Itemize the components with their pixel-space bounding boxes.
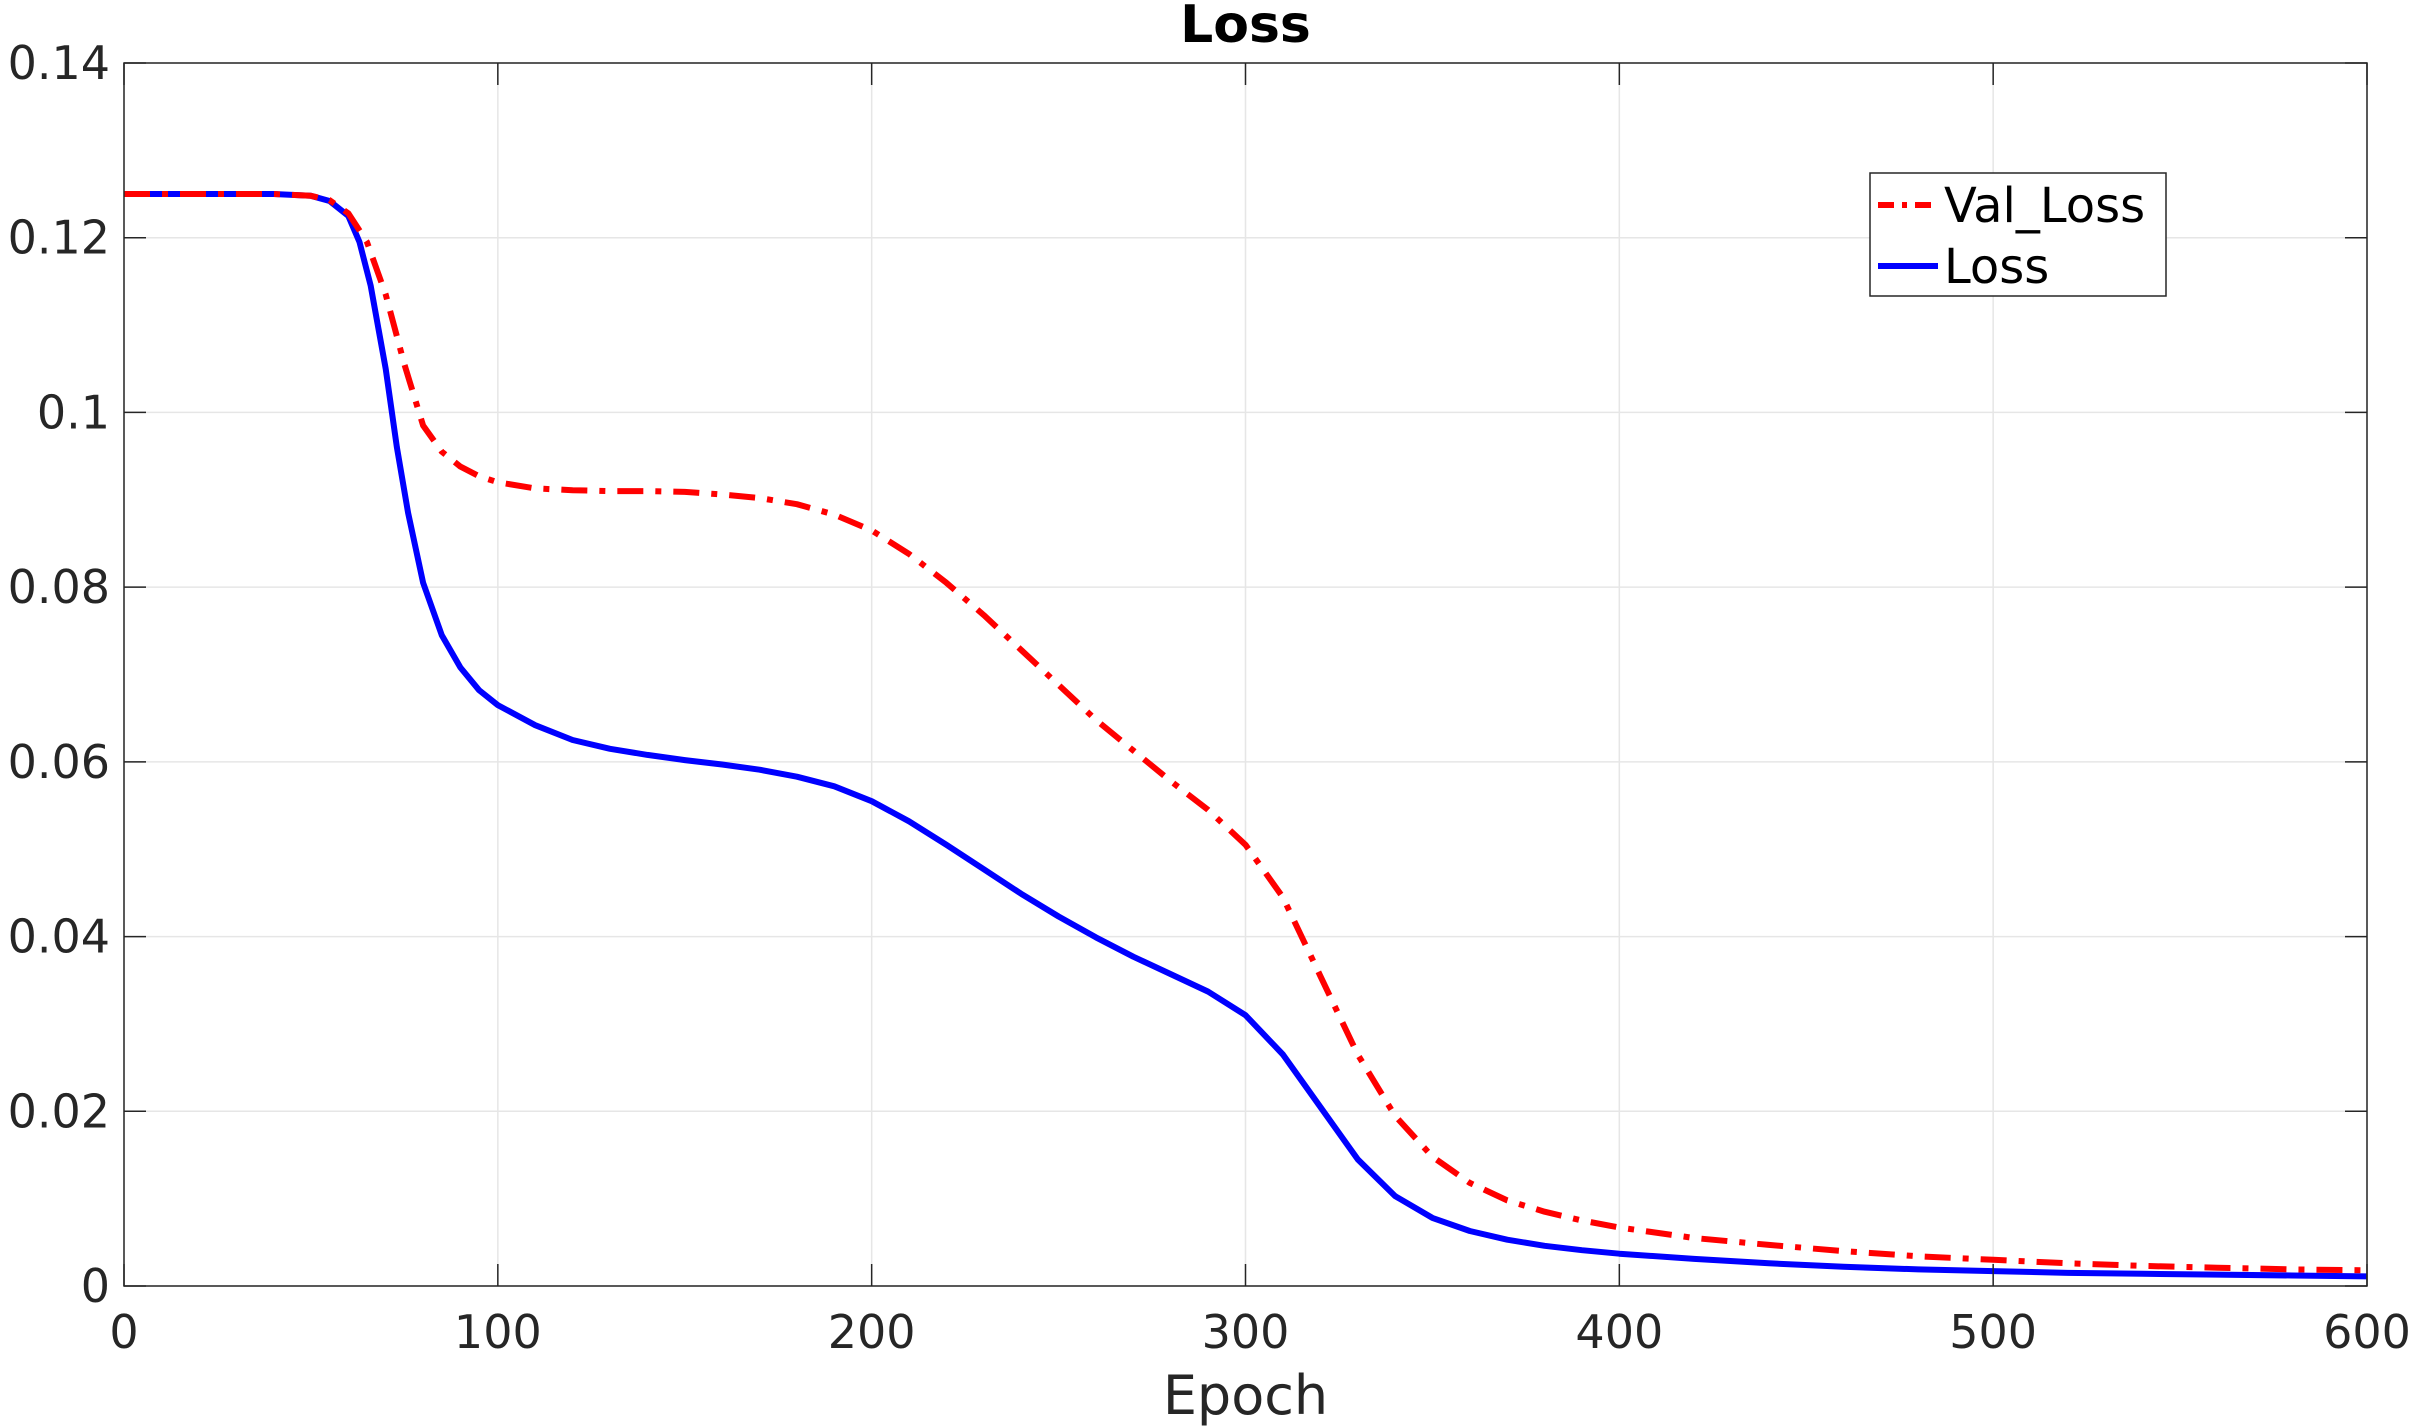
x-tick-label: 400 xyxy=(1575,1305,1663,1359)
y-tick-label: 0.08 xyxy=(8,560,110,614)
y-tick-label: 0.1 xyxy=(37,385,110,439)
x-tick-label: 100 xyxy=(454,1305,542,1359)
tick-marks xyxy=(123,62,2368,1287)
y-tick-label: 0.02 xyxy=(8,1084,110,1138)
x-tick-label: 300 xyxy=(1202,1305,1290,1359)
y-tick-label: 0.14 xyxy=(8,36,110,90)
y-tick-label: 0.06 xyxy=(8,735,110,789)
legend-label: Val_Loss xyxy=(1944,178,2145,234)
x-tick-label: 500 xyxy=(1949,1305,2037,1359)
legend-label: Loss xyxy=(1944,239,2049,295)
series-layer xyxy=(124,191,2368,1280)
y-tick-label: 0.04 xyxy=(8,910,110,964)
chart-title: Loss xyxy=(1180,0,1311,55)
tick-labels: 0 100 200 300 400 500 600 0 0.02 0.04 0.06 0.08 0.1 0… xyxy=(8,36,2411,1359)
y-tick-label: 0.12 xyxy=(8,211,110,265)
x-tick-label: 200 xyxy=(828,1305,916,1359)
x-axis-title: Epoch xyxy=(1163,1364,1328,1427)
x-tick-label: 600 xyxy=(2323,1305,2411,1359)
y-tick-label: 0 xyxy=(81,1259,110,1313)
series-line-val-loss xyxy=(124,191,2368,1274)
series-line-loss xyxy=(124,191,2368,1280)
legend-box xyxy=(1869,172,2167,297)
x-tick-label: 0 xyxy=(109,1305,138,1359)
